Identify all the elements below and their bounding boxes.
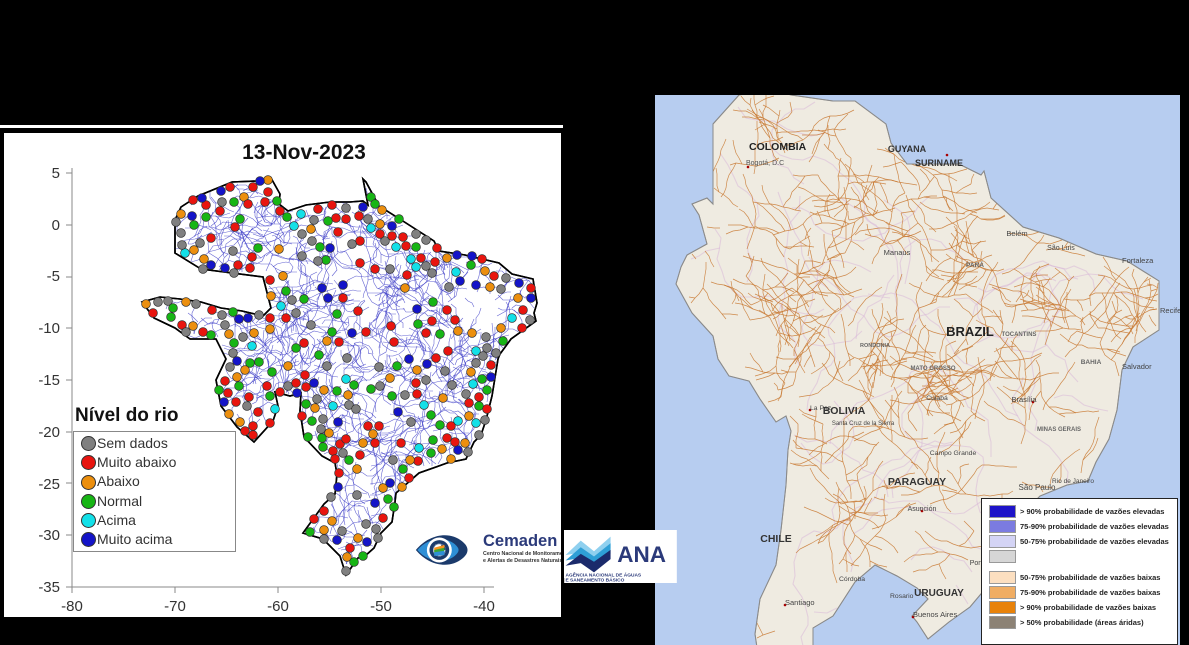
svg-text:-80: -80	[61, 598, 83, 615]
svg-text:TOCANTINS: TOCANTINS	[1002, 332, 1037, 338]
svg-text:-5: -5	[47, 268, 60, 285]
svg-text:GUYANA: GUYANA	[888, 144, 927, 154]
svg-text:Santiago: Santiago	[785, 598, 815, 607]
svg-text:Buenos Aires: Buenos Aires	[913, 610, 957, 619]
svg-text:Córdoba: Córdoba	[839, 576, 865, 583]
svg-text:Campo Grande: Campo Grande	[930, 450, 977, 457]
svg-text:Recife: Recife	[1160, 306, 1180, 315]
svg-text:Asunción: Asunción	[908, 506, 937, 513]
svg-text:-25: -25	[38, 476, 60, 493]
svg-text:São Paulo: São Paulo	[1019, 483, 1056, 492]
svg-text:5: 5	[52, 165, 60, 182]
svg-text:MATO GROSSO: MATO GROSSO	[910, 366, 955, 372]
svg-text:MINAS GERAIS: MINAS GERAIS	[1037, 427, 1081, 433]
svg-text:Belém: Belém	[1006, 229, 1027, 238]
svg-text:-20: -20	[38, 424, 60, 441]
svg-text:COLOMBIA: COLOMBIA	[749, 141, 807, 153]
svg-text:-60: -60	[267, 598, 289, 615]
svg-text:-40: -40	[473, 598, 495, 615]
svg-text:-50: -50	[370, 598, 392, 615]
svg-text:PARÁ: PARÁ	[966, 260, 984, 269]
svg-text:-35: -35	[38, 579, 60, 596]
svg-text:-70: -70	[164, 598, 186, 615]
svg-text:Fortaleza: Fortaleza	[1122, 256, 1154, 265]
svg-text:La Paz: La Paz	[810, 405, 832, 412]
svg-text:0: 0	[52, 217, 60, 234]
svg-text:PARAGUAY: PARAGUAY	[888, 476, 946, 488]
svg-text:URUGUAY: URUGUAY	[914, 588, 964, 599]
svg-text:13-Nov-2023: 13-Nov-2023	[242, 141, 366, 164]
svg-text:Santa Cruz de la Sierra: Santa Cruz de la Sierra	[832, 421, 895, 427]
svg-text:Rio de Janeiro: Rio de Janeiro	[1052, 478, 1094, 485]
svg-text:BAHIA: BAHIA	[1081, 359, 1102, 366]
svg-text:Bogotá, D.C: Bogotá, D.C	[746, 160, 784, 167]
svg-text:-10: -10	[38, 320, 60, 337]
svg-text:Cuiabá: Cuiabá	[926, 395, 948, 402]
svg-text:-30: -30	[38, 527, 60, 544]
svg-text:CHILE: CHILE	[760, 533, 792, 545]
svg-text:Salvador: Salvador	[1122, 362, 1152, 371]
svg-text:RONDONIA: RONDONIA	[860, 343, 890, 349]
svg-text:Rosario: Rosario	[890, 593, 914, 600]
svg-text:Manaus: Manaus	[884, 248, 911, 257]
svg-text:ANA: ANA	[617, 542, 666, 567]
svg-text:São Luís: São Luís	[1047, 245, 1075, 252]
svg-text:Brasília: Brasília	[1011, 395, 1037, 404]
svg-text:BRAZIL: BRAZIL	[946, 324, 994, 339]
svg-text:SURINAME: SURINAME	[915, 158, 963, 168]
svg-text:-15: -15	[38, 372, 60, 389]
